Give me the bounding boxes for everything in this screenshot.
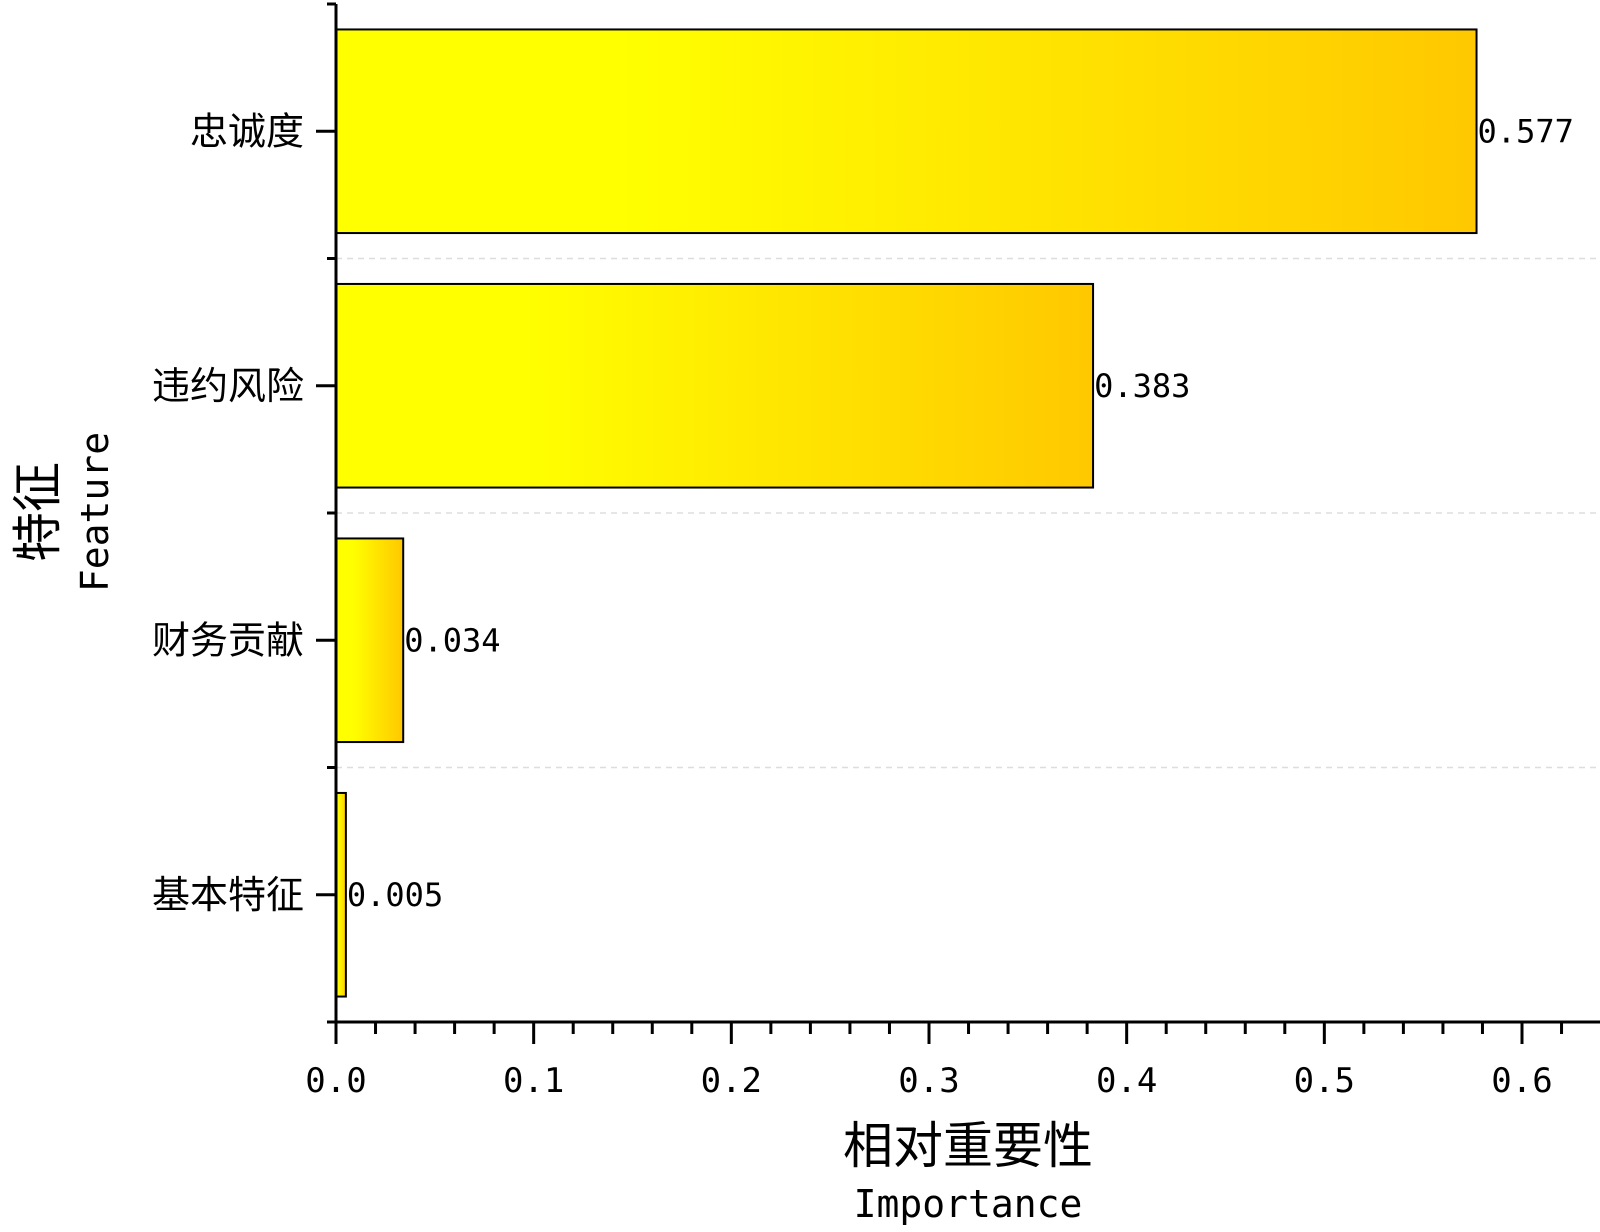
category-label: 违约风险 bbox=[152, 364, 304, 408]
y-axis-title: 特征 bbox=[9, 462, 67, 562]
bars bbox=[335, 28, 1478, 998]
x-axis-title: 相对重要性 bbox=[843, 1117, 1093, 1175]
x-ticks: 0.0 0.1 0.2 0.3 0.4 0.5 0.6 bbox=[305, 1022, 1564, 1101]
bar bbox=[335, 282, 1095, 489]
x-tick-label: 0.2 bbox=[701, 1061, 762, 1101]
category-label: 财务贡献 bbox=[152, 618, 304, 662]
y-axis-title-en: Feature bbox=[73, 432, 117, 592]
axis-titles: 相对重要性 Importance 特征 Feature bbox=[9, 432, 1093, 1226]
category-label: 基本特征 bbox=[152, 873, 304, 917]
value-label: 0.383 bbox=[1094, 367, 1190, 405]
x-tick-label: 0.5 bbox=[1294, 1061, 1355, 1101]
x-tick-label: 0.1 bbox=[503, 1061, 564, 1101]
value-label: 0.034 bbox=[404, 621, 500, 659]
x-axis-title-en: Importance bbox=[854, 1182, 1083, 1226]
bar bbox=[335, 28, 1478, 235]
category-label: 忠诚度 bbox=[190, 109, 304, 153]
x-tick-label: 0.6 bbox=[1491, 1061, 1552, 1101]
value-label: 0.577 bbox=[1478, 112, 1574, 150]
value-label: 0.005 bbox=[347, 876, 443, 914]
grid-lines bbox=[336, 257, 1600, 769]
x-tick-label: 0.4 bbox=[1096, 1061, 1157, 1101]
bar bbox=[335, 537, 405, 744]
x-tick-label: 0.3 bbox=[898, 1061, 959, 1101]
x-tick-label: 0.0 bbox=[305, 1061, 366, 1101]
value-labels: 0.577 0.383 0.034 0.005 bbox=[347, 112, 1574, 914]
